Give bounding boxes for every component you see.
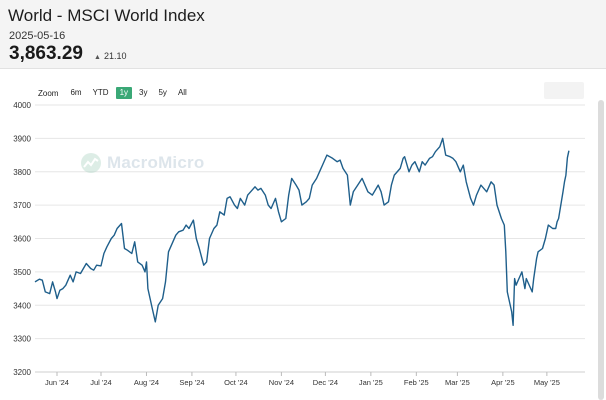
- quote-header: World - MSCI World Index 2025-05-16 3,86…: [0, 0, 606, 69]
- x-tick-label: Apr '25: [491, 378, 515, 387]
- zoom-bar: Zoom 6m YTD 1y 3y 5y All: [38, 87, 194, 99]
- x-tick-label: Jun '24: [45, 378, 69, 387]
- macromicro-logo-icon: [81, 153, 101, 173]
- y-tick-label: 4000: [13, 101, 31, 110]
- y-tick-label: 3800: [13, 168, 31, 177]
- x-tick-label: Oct '24: [224, 378, 248, 387]
- x-tick-label: Sep '24: [179, 378, 204, 387]
- zoom-label: Zoom: [38, 88, 59, 98]
- zoom-1y-button[interactable]: 1y: [115, 87, 133, 99]
- price-change-value: 21.10: [103, 51, 127, 61]
- quote-date: 2025-05-16: [9, 30, 66, 42]
- x-tick-label: Mar '25: [445, 378, 470, 387]
- x-tick-label: Nov '24: [269, 378, 294, 387]
- chart-menu-button[interactable]: [544, 82, 584, 99]
- zoom-ytd-button[interactable]: YTD: [92, 88, 109, 97]
- x-tick-label: Feb '25: [404, 378, 429, 387]
- page-scrollbar[interactable]: [598, 100, 604, 400]
- x-tick-label: May '25: [534, 378, 560, 387]
- zoom-6m-button[interactable]: 6m: [70, 88, 82, 97]
- series-line: [34, 137, 570, 326]
- y-tick-label: 3200: [13, 368, 31, 377]
- page-title: World - MSCI World Index: [8, 6, 205, 25]
- price-change: ▲ 21.10: [94, 51, 126, 61]
- x-tick-label: Dec '24: [313, 378, 338, 387]
- x-tick-label: Jan '25: [359, 378, 383, 387]
- watermark-text: MacroMicro: [107, 153, 205, 172]
- y-tick-label: 3600: [13, 235, 31, 244]
- zoom-all-button[interactable]: All: [177, 88, 187, 97]
- y-tick-label: 3500: [13, 268, 31, 277]
- up-triangle-icon: ▲: [94, 54, 101, 61]
- y-tick-label: 3400: [13, 301, 31, 310]
- zoom-5y-button[interactable]: 5y: [158, 88, 167, 97]
- current-price: 3,863.29: [9, 43, 83, 64]
- y-tick-label: 3700: [13, 201, 31, 210]
- x-tick-label: Jul '24: [90, 378, 111, 387]
- x-tick-label: Aug '24: [134, 378, 159, 387]
- y-tick-label: 3300: [13, 335, 31, 344]
- zoom-3y-button[interactable]: 3y: [139, 88, 148, 97]
- y-tick-label: 3900: [13, 134, 31, 143]
- watermark: MacroMicro: [80, 152, 204, 174]
